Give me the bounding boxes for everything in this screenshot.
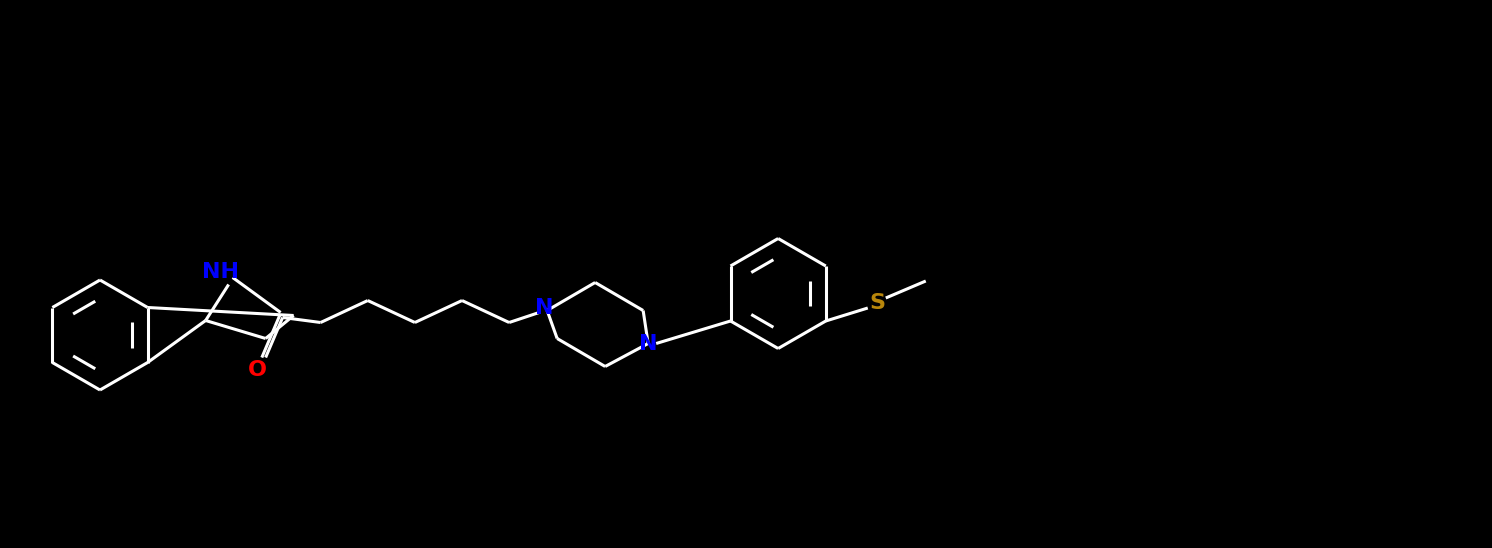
- Text: N: N: [536, 298, 554, 317]
- Text: NH: NH: [201, 262, 239, 283]
- Text: O: O: [248, 361, 267, 380]
- Text: S: S: [870, 293, 886, 313]
- Text: N: N: [639, 334, 658, 353]
